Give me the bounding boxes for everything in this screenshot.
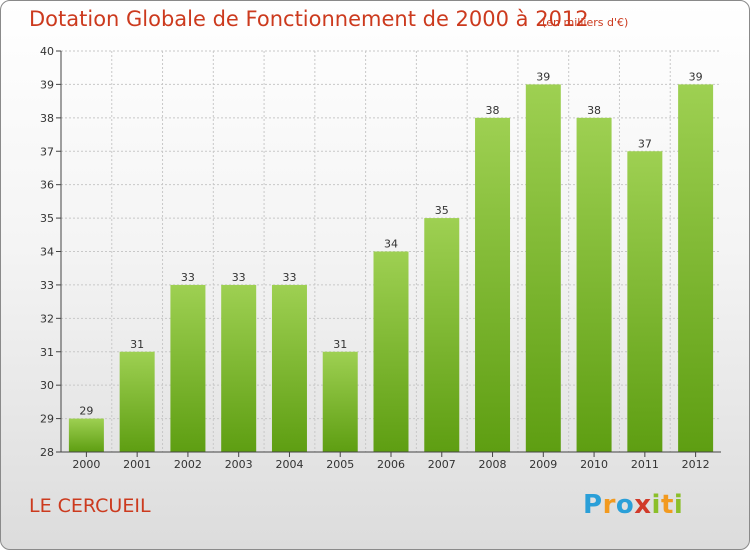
labels: 28 29 30 31 32 33 34 35 36 37 38 39 40 29 2000 31 2001 33… xyxy=(40,45,710,471)
logo-letter: o xyxy=(615,490,635,520)
x-tick-label: 2003 xyxy=(225,458,253,471)
y-tick-label: 30 xyxy=(40,379,54,392)
y-tick-label: 32 xyxy=(40,312,54,325)
proxiti-logo: Proxiti xyxy=(583,490,683,520)
data-label: 35 xyxy=(435,204,449,217)
logo-letter: x xyxy=(634,490,652,520)
x-tick-label: 2000 xyxy=(72,458,100,471)
x-tick-label: 2010 xyxy=(580,458,608,471)
y-tick-label: 37 xyxy=(40,145,54,158)
y-tick-label: 39 xyxy=(40,78,54,91)
bar xyxy=(576,117,612,452)
x-tick-label: 2006 xyxy=(377,458,405,471)
data-label: 38 xyxy=(486,104,500,117)
x-tick-label: 2002 xyxy=(174,458,202,471)
data-label: 31 xyxy=(333,338,347,351)
logo-letter: i xyxy=(651,490,661,520)
y-tick-label: 36 xyxy=(40,179,54,192)
x-tick-label: 2009 xyxy=(529,458,557,471)
bar xyxy=(424,218,460,452)
bar xyxy=(68,418,104,452)
logo-letter: t xyxy=(660,490,674,520)
y-tick-label: 29 xyxy=(40,413,54,426)
bar xyxy=(322,351,358,452)
bar xyxy=(678,84,714,453)
x-tick-label: 2011 xyxy=(631,458,659,471)
data-label: 39 xyxy=(689,70,703,83)
data-label: 33 xyxy=(232,271,246,284)
bar xyxy=(271,284,307,452)
y-tick-label: 33 xyxy=(40,279,54,292)
x-tick-label: 2008 xyxy=(479,458,507,471)
x-tick-label: 2004 xyxy=(275,458,303,471)
data-label: 33 xyxy=(181,271,195,284)
bar xyxy=(119,351,155,452)
data-label: 33 xyxy=(282,271,296,284)
data-label: 31 xyxy=(130,338,144,351)
x-tick-label: 2012 xyxy=(682,458,710,471)
chart-subtitle: (en milliers d'€) xyxy=(542,16,629,29)
x-tick-label: 2007 xyxy=(428,458,456,471)
logo-letter: i xyxy=(673,490,684,520)
data-label: 34 xyxy=(384,238,398,251)
bar xyxy=(373,251,409,452)
bar xyxy=(525,84,561,453)
x-tick-label: 2001 xyxy=(123,458,151,471)
data-label: 38 xyxy=(587,104,601,117)
x-tick-label: 2005 xyxy=(326,458,354,471)
bar xyxy=(221,284,257,452)
bars xyxy=(68,84,714,453)
logo-letter: r xyxy=(602,490,616,520)
commune-name: LE CERCUEIL xyxy=(29,495,151,517)
axes xyxy=(56,50,721,457)
y-tick-label: 38 xyxy=(40,112,54,125)
logo-letter: P xyxy=(583,490,603,520)
data-label: 29 xyxy=(79,405,93,418)
bar xyxy=(475,117,511,452)
data-label: 37 xyxy=(638,137,652,150)
chart-title: Dotation Globale de Fonctionnement de 20… xyxy=(29,7,589,31)
y-tick-label: 28 xyxy=(40,446,54,459)
data-label: 39 xyxy=(536,70,550,83)
bar xyxy=(627,151,663,452)
y-tick-label: 34 xyxy=(40,246,54,259)
y-tick-label: 35 xyxy=(40,212,54,225)
y-tick-label: 40 xyxy=(40,45,54,58)
y-tick-label: 31 xyxy=(40,346,54,359)
bar xyxy=(170,284,206,452)
